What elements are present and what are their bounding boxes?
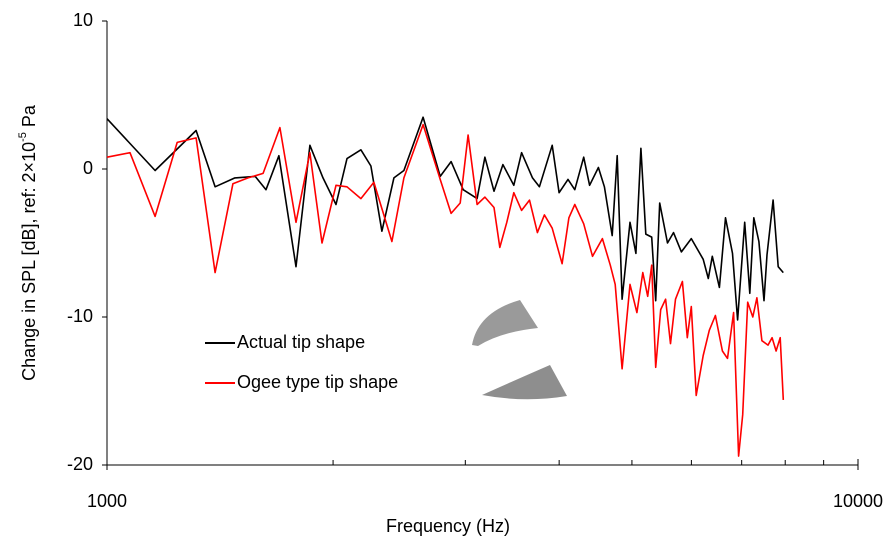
y-label-unit: Pa: [19, 104, 39, 127]
y-tick-label: -20: [67, 454, 93, 474]
y-tick-label: -10: [67, 306, 93, 326]
x-tick-label: 10000: [833, 491, 883, 511]
y-tick-label: 10: [73, 10, 93, 30]
y-axis-label: Change in SPL [dB], ref: 2×10-5 Pa: [17, 104, 39, 381]
y-label-sup: -5: [17, 132, 29, 142]
tip-shape-images: [472, 300, 567, 399]
data-line: [107, 117, 783, 320]
ogee-tip-image: [482, 365, 567, 399]
legend-label: Actual tip shape: [237, 332, 365, 352]
data-line: [107, 125, 783, 457]
chart: Frequency (Hz) Change in SPL [dB], ref: …: [0, 0, 895, 543]
legend-label: Ogee type tip shape: [237, 372, 398, 392]
y-label-main: Change in SPL [dB], ref: 2×10: [19, 142, 39, 381]
x-tick-label: 1000: [87, 491, 127, 511]
y-tick-label: 0: [83, 158, 93, 178]
x-axis-label: Frequency (Hz): [386, 516, 510, 536]
actual-tip-image: [472, 300, 538, 346]
